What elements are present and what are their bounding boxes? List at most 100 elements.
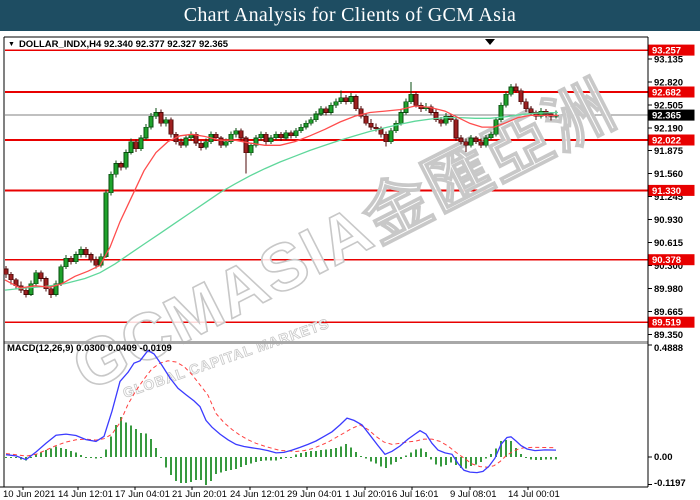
title-bar: Chart Analysis for Clients of GCM Asia [0, 0, 700, 31]
bull-candle [403, 101, 409, 113]
bull-candle [398, 112, 404, 124]
macd-histogram [5, 416, 557, 485]
bull-candle [113, 163, 119, 175]
bear-candle [428, 106, 434, 113]
level-price-tag: 92.022 [648, 134, 695, 147]
macd-main-line [5, 349, 557, 474]
bear-candle [288, 132, 294, 137]
symbol-ohlc-label: DOLLAR_INDX,H4 92.340 92.377 92.327 92.3… [18, 39, 229, 50]
shift-marker-icon [485, 39, 495, 45]
axis-label: 91.560 [654, 169, 683, 180]
bear-candle [518, 90, 524, 102]
axis-label: 1 Jul 20:01 [345, 489, 391, 500]
level-price-tag: 92.682 [648, 86, 695, 99]
bull-candle [138, 137, 144, 150]
axis-label: 92.505 [654, 100, 684, 111]
axis-label: 6 Jul 16:01 [392, 489, 438, 500]
bull-candle [28, 283, 34, 295]
bear-candle [413, 94, 419, 106]
ma-fast-line [4, 105, 558, 289]
page-title: Chart Analysis for Clients of GCM Asia [183, 4, 517, 26]
bear-candle [453, 119, 459, 139]
price-axis[interactable]: 93.135 92.820 92.505 92.190 91.875 91.560 91.2… [648, 44, 695, 341]
bull-candle [298, 126, 304, 131]
bull-candle [78, 249, 84, 255]
bear-candle [363, 115, 369, 124]
bear-candle [238, 130, 244, 139]
time-axis[interactable]: 10 Jun 2021 14 Jun 12:01 17 Jun 04:01 21 Ju… [3, 487, 560, 500]
bull-candle [308, 119, 314, 124]
svg-text:92.022: 92.022 [652, 136, 681, 147]
bear-candle [8, 273, 14, 281]
bull-candle [498, 104, 504, 121]
bear-candle [198, 142, 204, 148]
macd-indicator-label: MACD(12,26,9) 0.0300 0.0409 -0.0109 [7, 343, 172, 354]
bull-candle [53, 283, 59, 295]
bull-candle [108, 174, 114, 193]
level-price-tag: 89.519 [648, 316, 695, 329]
panel-separator [4, 341, 648, 344]
svg-text:89.519: 89.519 [652, 318, 681, 329]
axis-label: 21 Jun 20:01 [172, 489, 227, 500]
axis-label: 92.190 [654, 123, 683, 134]
bull-candle [248, 145, 254, 153]
bear-candle [43, 278, 49, 289]
bear-candle [158, 112, 164, 124]
level-price-tag: 91.330 [648, 184, 695, 197]
bear-candle [358, 108, 364, 117]
bear-candle [368, 123, 374, 128]
level-price-tag: 90.378 [648, 254, 695, 266]
bull-candle [488, 134, 494, 139]
bear-candle [263, 134, 269, 142]
bull-candle [268, 137, 274, 142]
axis-label: 0.00 [654, 452, 673, 463]
bull-candle [303, 123, 309, 128]
bull-candle [103, 192, 109, 258]
axis-label: 90.615 [654, 238, 684, 249]
axis-label: 89.980 [654, 284, 683, 295]
symbol-info[interactable]: ▼ DOLLAR_INDX,H4 92.340 92.377 92.327 92.… [8, 39, 228, 50]
bear-candle [458, 137, 464, 142]
bear-candle [383, 134, 389, 142]
bear-candle [523, 101, 529, 110]
axis-label: 24 Jun 12:01 [230, 489, 285, 500]
macd-scale[interactable]: 0.4888 0.00 -0.1197 [648, 343, 686, 489]
bear-candle [478, 141, 484, 146]
bull-candle [228, 134, 234, 142]
axis-label: 14 Jul 00:01 [508, 489, 560, 500]
bull-candle [293, 130, 299, 137]
bull-candle [143, 126, 149, 139]
bear-candle [278, 134, 284, 139]
bull-candle [508, 86, 514, 95]
bull-candle [468, 137, 474, 146]
bull-candle [63, 257, 69, 268]
axis-label: 90.300 [654, 261, 683, 272]
bull-candle [348, 96, 354, 102]
level-price-tag: 93.257 [648, 44, 695, 57]
bear-candle [353, 96, 359, 110]
bull-candle [128, 141, 134, 153]
chart-frame [0, 36, 649, 488]
bull-candle [73, 254, 79, 263]
axis-label: 91.245 [654, 192, 684, 203]
bull-candle [318, 108, 324, 115]
svg-text:93.257: 93.257 [652, 46, 681, 57]
bull-candle [483, 137, 489, 146]
bull-candle [388, 130, 394, 142]
bear-candle [178, 141, 184, 146]
axis-label: 9 Jul 08:01 [450, 489, 496, 500]
bull-candle [163, 119, 169, 124]
bear-candle [3, 268, 9, 275]
svg-text:91.330: 91.330 [652, 186, 681, 197]
axis-label: 0.4888 [654, 343, 683, 354]
axis-label: 10 Jun 2021 [3, 489, 55, 500]
axis-label: 29 Jun 04:01 [287, 489, 342, 500]
bear-candle [88, 254, 94, 260]
axis-label: 14 Jun 12:01 [58, 489, 113, 500]
bull-candle [333, 101, 339, 106]
chevron-down-icon[interactable]: ▼ [8, 41, 15, 48]
bull-candle [443, 115, 449, 124]
bear-candle [38, 272, 44, 279]
bull-candle [253, 137, 259, 146]
